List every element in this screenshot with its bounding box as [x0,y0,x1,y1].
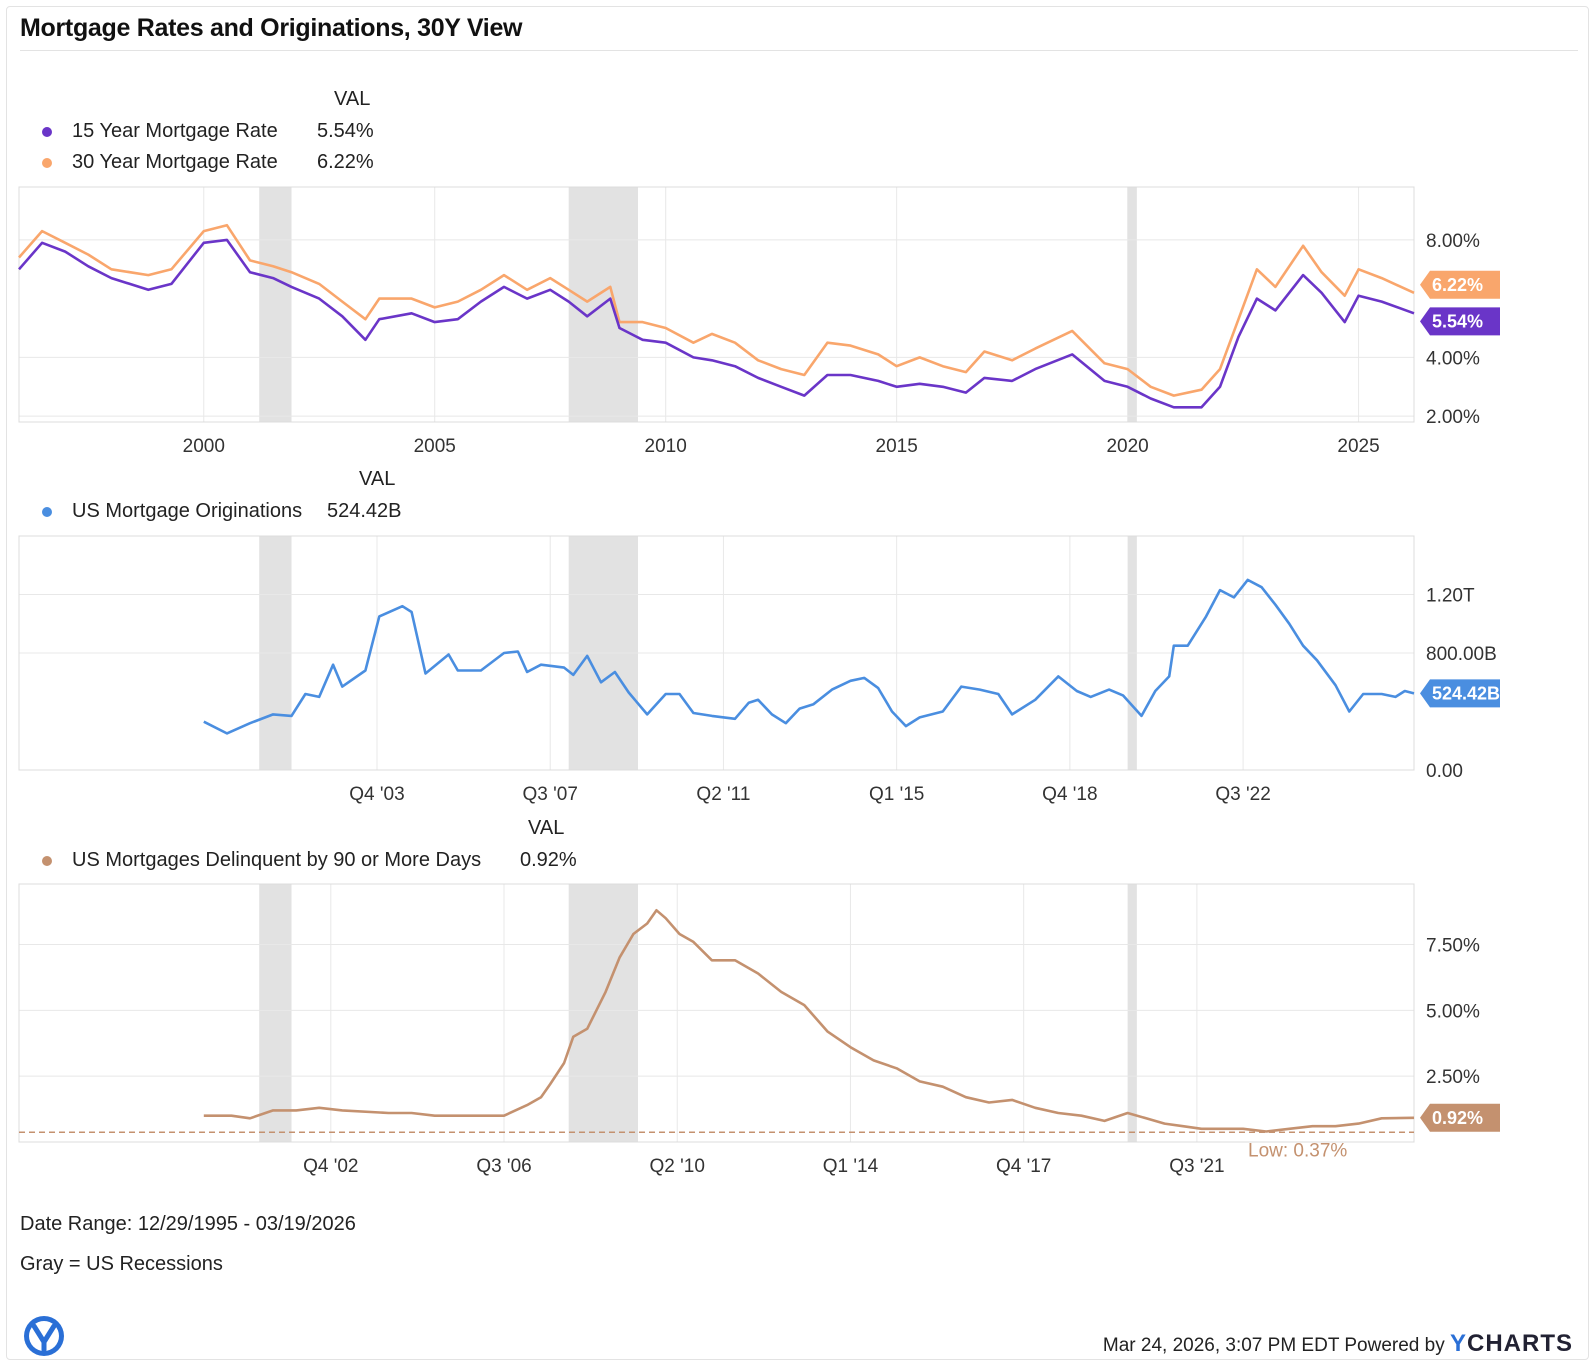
y-tick-label: 1.20T [1426,586,1475,607]
legend-label-15yr: 15 Year Mortgage Rate [72,120,278,142]
legend-label-delinquent: US Mortgages Delinquent by 90 or More Da… [72,849,482,871]
legend-dot-30yr [42,158,52,168]
recession-band [259,187,292,422]
x-tick-label: Q4 '03 [349,784,404,805]
recession-band [568,884,638,1142]
legend-value-30yr: 6.22% [317,151,374,173]
x-tick-label: Q4 '02 [303,1156,358,1177]
x-tick-label: 2010 [645,436,687,457]
x-tick-label: 2025 [1337,436,1379,457]
legend-dot-15yr [42,127,52,137]
x-tick-label: Q3 '07 [523,784,578,805]
x-tick-label: Q4 '17 [996,1156,1051,1177]
y-tick-label: 0.00 [1426,761,1463,782]
y-tick-label: 7.50% [1426,936,1480,957]
legend-dot-delinquent [42,856,52,866]
legend-label-originations: US Mortgage Originations [72,500,303,522]
chart-panel-rates: 2000 2005 2010 2015 2020 2025 2.00% 4.00% 8.00% 5… [18,186,1500,457]
plot-area-border [18,535,1415,771]
last-value-flag [1420,1103,1500,1132]
chart-panel-delinquent: Low: 0.37% Q4 '02 Q3 '06 Q2 '10 Q1 '14 Q4 '17… [18,883,1500,1177]
plot-area-border [18,883,1415,1143]
legend-value-originations: 524.42B [327,500,402,522]
legend-rates: VAL 15 Year Mortgage Rate 5.54% 30 Year … [20,88,420,178]
last-value-label: 6.22% [1432,275,1483,295]
y-tick-label: 2.00% [1426,407,1480,428]
legend-label-30yr: 30 Year Mortgage Rate [72,151,278,173]
legend-value-15yr: 5.54% [317,120,374,142]
x-tick-label: 2020 [1106,436,1148,457]
plot-area-border [18,186,1415,423]
x-tick-label: Q3 '21 [1169,1156,1224,1177]
title-divider [20,50,1578,51]
recession-band [1127,884,1137,1142]
last-value-flag [1420,307,1500,336]
legend-dot-originations [42,507,52,517]
x-tick-label: Q4 '18 [1042,784,1097,805]
legend-delinquent: VAL US Mortgages Delinquent by 90 or Mor… [20,817,620,877]
legend-val-header: VAL [528,817,565,839]
last-value-label: 524.42B [1432,683,1500,703]
series-line-delinquent-0 [203,909,1415,1133]
y-tick-label: 800.00B [1426,644,1497,665]
x-tick-label: 2000 [183,436,225,457]
ycharts-logo-icon [20,1312,68,1360]
x-tick-label: 2005 [414,436,456,457]
x-tick-label: Q1 '15 [869,784,924,805]
recession-band [1127,187,1137,422]
last-value-label: 0.92% [1432,1108,1483,1128]
legend-originations: VAL US Mortgage Originations 524.42B [20,468,420,528]
page-title: Mortgage Rates and Originations, 30Y Vie… [20,14,523,42]
low-label: Low: 0.37% [1248,1140,1347,1161]
last-value-flag [1420,270,1500,299]
powered-by: Mar 24, 2026, 3:07 PM EDT Powered by YCH… [1103,1330,1573,1358]
brand-y-letter: Y [1449,1330,1467,1357]
x-tick-label: Q3 '22 [1215,784,1270,805]
y-tick-label: 5.00% [1426,1001,1480,1022]
series-line-rates-1 [18,223,1415,397]
timestamp: Mar 24, 2026, 3:07 PM EDT Powered by [1102,1335,1445,1356]
series-line-originations-0 [203,578,1415,735]
x-tick-label: Q3 '06 [476,1156,531,1177]
x-tick-label: 2015 [876,436,918,457]
legend-val-header: VAL [359,468,396,490]
x-tick-label: Q2 '10 [650,1156,705,1177]
y-tick-label: 4.00% [1426,348,1480,369]
legend-value-delinquent: 0.92% [520,849,577,871]
last-value-flag [1420,679,1500,708]
series-line-rates-0 [18,238,1415,409]
x-tick-label: Q2 '11 [696,784,750,805]
legend-val-header: VAL [334,88,371,110]
ycharts-brand[interactable]: YCHARTS [1450,1330,1573,1357]
x-tick-label: Q1 '14 [823,1156,879,1177]
last-value-label: 5.54% [1432,311,1483,331]
chart-panel-originations: Q4 '03 Q3 '07 Q2 '11 Q1 '15 Q4 '18 Q3 '22 0.00… [18,535,1500,805]
date-range-note: Date Range: 12/29/1995 - 03/19/2026 [20,1213,356,1235]
y-tick-label: 8.00% [1426,231,1480,252]
recession-band [259,884,292,1142]
y-tick-label: 2.50% [1426,1067,1480,1088]
chart-frame [6,6,1589,1360]
recession-note: Gray = US Recessions [20,1253,223,1275]
brand-text: CHARTS [1467,1330,1573,1357]
